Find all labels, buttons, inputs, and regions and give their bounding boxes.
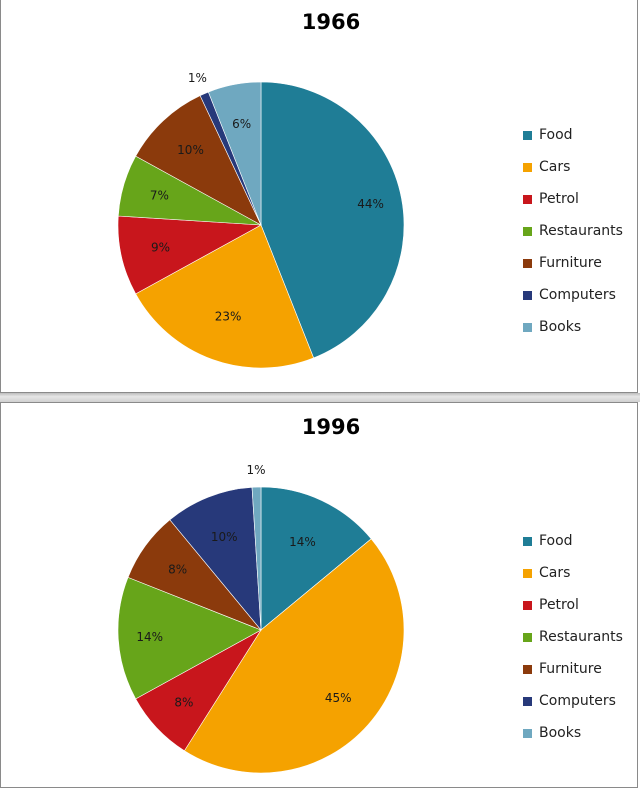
legend-swatch <box>523 258 532 268</box>
legend-swatch <box>523 664 532 674</box>
legend-label: Petrol <box>539 597 579 613</box>
pie-slice-petrol <box>117 215 263 295</box>
legend-label: Furniture <box>539 255 602 271</box>
data-label-food: 14% <box>289 535 316 549</box>
legend-item-cars: Cars <box>523 557 623 589</box>
legend-swatch <box>523 696 532 706</box>
data-label-computers: 1% <box>188 71 207 85</box>
data-label-petrol: 8% <box>174 695 193 709</box>
legend-label: Food <box>539 533 573 549</box>
data-label-computers: 10% <box>211 530 238 544</box>
legend-swatch <box>523 600 532 610</box>
pie-slice-furniture <box>135 95 262 226</box>
pie-slice-cars <box>135 224 315 369</box>
legend-label: Books <box>539 725 582 741</box>
legend-item-restaurants: Restaurants <box>523 215 623 247</box>
data-label-furniture: 8% <box>168 562 187 576</box>
legend-swatch <box>523 130 532 140</box>
legend-item-food: Food <box>523 119 623 151</box>
legend-label: Food <box>539 127 573 143</box>
legend-item-furniture: Furniture <box>523 653 623 685</box>
legend-label: Computers <box>539 693 616 709</box>
legend: Food Cars Petrol Restaurants Furniture Comput… <box>523 525 623 749</box>
legend-item-cars: Cars <box>523 151 623 183</box>
legend-swatch <box>523 536 532 546</box>
legend-label: Petrol <box>539 191 579 207</box>
data-label-food: 44% <box>357 197 384 211</box>
legend-label: Furniture <box>539 661 602 677</box>
legend-item-furniture: Furniture <box>523 247 623 279</box>
legend-swatch <box>523 194 532 204</box>
pie-slice-restaurants <box>117 576 262 700</box>
legend-label: Cars <box>539 159 571 175</box>
pie-slice-food <box>260 486 372 631</box>
legend-item-food: Food <box>523 525 623 557</box>
chart-panel-1996: 1996 14% 45% 8% 14% 8% 10% 1% Food Cars Petrol Re… <box>0 402 638 788</box>
data-label-furniture: 10% <box>177 143 204 157</box>
pie-slice-cars <box>183 538 405 774</box>
legend-label: Computers <box>539 287 616 303</box>
legend: Food Cars Petrol Restaurants Furniture Comput… <box>523 119 623 343</box>
legend-item-computers: Computers <box>523 685 623 717</box>
chart-title: 1966 <box>301 10 361 34</box>
data-label-cars: 45% <box>325 691 352 705</box>
legend-item-petrol: Petrol <box>523 589 623 621</box>
data-label-books: 6% <box>232 117 251 131</box>
legend-label: Cars <box>539 565 571 581</box>
pie-chart-1966: 44% 23% 9% 7% 10% 1% 6% <box>117 71 405 369</box>
legend-label: Restaurants <box>539 223 623 239</box>
data-label-petrol: 9% <box>151 240 170 254</box>
pie-slice-books <box>207 81 262 226</box>
data-label-restaurants: 14% <box>136 630 163 644</box>
chart-title: 1996 <box>301 415 361 439</box>
legend-item-restaurants: Restaurants <box>523 621 623 653</box>
legend-swatch <box>523 568 532 578</box>
data-label-restaurants: 7% <box>150 188 169 202</box>
pie-slice-food <box>260 81 405 359</box>
data-label-cars: 23% <box>215 309 242 323</box>
pie-slice-computers <box>169 486 262 631</box>
chart-panel-1966: 1966 44% 23% 9% 7% 10% 1% 6% Food Cars Petrol Res… <box>0 0 638 393</box>
panel-divider <box>0 393 640 402</box>
legend-item-books: Books <box>523 311 623 343</box>
legend-label: Restaurants <box>539 629 623 645</box>
legend-swatch <box>523 632 532 642</box>
legend-swatch <box>523 322 532 332</box>
legend-label: Books <box>539 319 582 335</box>
legend-item-petrol: Petrol <box>523 183 623 215</box>
legend-swatch <box>523 290 532 300</box>
legend-swatch <box>523 226 532 236</box>
pie-slice-books <box>251 486 262 631</box>
legend-swatch <box>523 162 532 172</box>
pie-chart-1996: 14% 45% 8% 14% 8% 10% 1% <box>117 463 405 774</box>
legend-item-computers: Computers <box>523 279 623 311</box>
legend-item-books: Books <box>523 717 623 749</box>
data-label-books: 1% <box>246 463 265 477</box>
legend-swatch <box>523 728 532 738</box>
